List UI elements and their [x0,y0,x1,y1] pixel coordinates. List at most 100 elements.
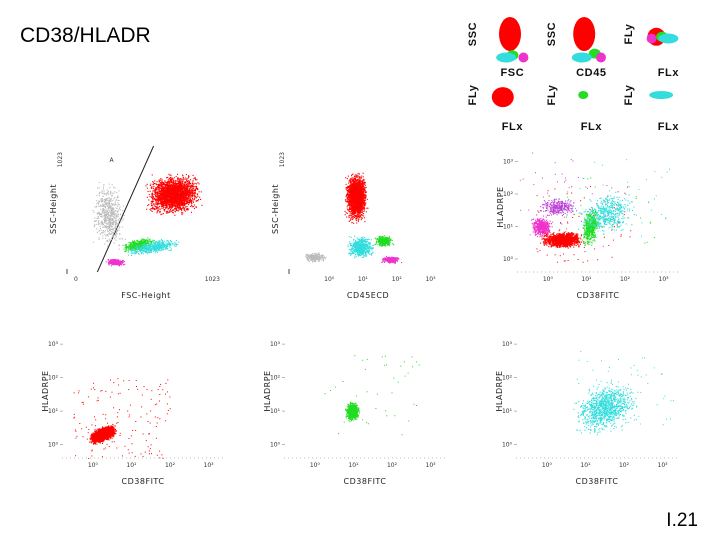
population-blob-red [573,17,596,51]
y-axis-label: SSC-Height [271,184,280,234]
x-tick-label: 10⁰ [542,462,553,469]
mini-plot-fly-flx-green: FLy FLx [545,70,617,134]
x-tick-label: 10⁰ [543,276,554,283]
mini-ylabel: FLy [623,23,635,44]
population-cyan [347,235,374,259]
x-axis-label: CD45ECD [347,291,389,300]
population-blob-cyan [658,33,679,44]
mini-ylabel: SSC [546,22,558,46]
population-green [374,235,395,247]
mini-plot-ssc-cd45-svg: SSC CD45 [546,17,606,79]
y-axis-label: HLADRPE [41,370,50,411]
mini-plot-fly-flx-green-svg: FLy FLx [546,84,603,133]
x-tick-label: 10² [387,462,398,469]
axes: 10⁰ 10¹ 10² 10³ 10⁰ 10¹ 10² 10³ [270,341,446,469]
axes: 0 1023 1023 [57,152,220,283]
y-tick-label: 10⁰ [502,442,513,449]
plot-hladr-cd38-green-svg: 10⁰ 10¹ 10² 10³ 10⁰ 10¹ 10² 10³ CD38FITC HLADRPE [263,341,446,486]
y-axis-label: HLADRPE [263,370,272,411]
y-tick-label: 10⁰ [48,442,59,449]
x-tick-label: 10¹ [126,462,137,469]
plot-hladr-cd38-all-svg: 10⁰ 10¹ 10² 10³ 10⁰ 10¹ 10² 10³ CD38FITC HLADRPE [496,152,679,300]
x-tick-label: 0 [74,276,78,283]
mini-ylabel: FLy [467,84,479,105]
mini-xlabel: FSC [500,67,524,79]
mini-plot-fly-flx-svg: FLy FLx [623,23,680,79]
x-tick-label: 10⁰ [88,462,99,469]
mini-plot-fly-flx-cyan-svg: FLy FLx [623,84,680,133]
plot-ssc-cd45: 10⁰ 10¹ 10² 10³ 1023 CD45ECD SSC-Height [270,142,450,302]
population-red [73,378,171,459]
y-axis-label: SSC-Height [49,184,58,234]
axes: 10⁰ 10¹ 10² 10³ 10⁰ 10¹ 10² 10³ [48,341,224,469]
population-blob-cyan [496,52,517,63]
population-magenta [519,173,608,247]
x-axis-label: CD38FITC [344,477,387,486]
x-tick-label: 10³ [659,276,670,283]
population-red [344,172,369,224]
population-blob-cyan [649,91,674,99]
axes: 10⁰ 10¹ 10² 10³ 1023 [279,152,436,283]
y-tick-label: 10³ [503,159,514,166]
population-green [324,355,420,436]
population-cyan [574,159,670,238]
x-tick-label: 10¹ [580,462,591,469]
population-green [122,237,157,253]
mini-xlabel: FLx [658,67,680,79]
population-blob-red [491,87,514,108]
population-cyan [573,350,674,436]
population-blob-cyan [571,52,592,63]
population-cyan [127,238,180,257]
mini-xlabel: FLx [658,121,680,133]
y-tick-label: 10² [502,375,513,382]
population-blob-red [499,17,521,51]
gate-label: A [110,157,115,164]
plot-ssc-fsc: 0 1023 1023 FSC-Height SSC-Height A [48,142,228,302]
mini-plot-fly-flx: FLy FLx [622,2,694,80]
population-gray [305,252,327,263]
x-tick-label: 10³ [425,276,436,283]
x-axis-label: CD38FITC [122,477,165,486]
x-tick-label: 10¹ [348,462,359,469]
x-tick-label: 10² [620,276,631,283]
x-tick-label: 10² [392,276,403,283]
y-tick-label: 1023 [57,152,64,167]
plot-hladr-cd38-cyan-svg: 10⁰ 10¹ 10² 10³ 10⁰ 10¹ 10² 10³ CD38FITC HLADRPE [495,341,678,486]
mini-xlabel: FLx [581,121,603,133]
population-gray [92,181,126,250]
mini-plot-ssc-fsc: SSC FSC [466,2,538,80]
mini-plot-fly-flx-cyan: FLy FLx [622,70,694,134]
y-tick-label: 1023 [279,152,286,167]
x-tick-label: 10¹ [581,276,592,283]
axes: 10⁰ 10¹ 10² 10³ 10⁰ 10¹ 10² 10³ [503,159,679,283]
y-tick-label: 10³ [502,341,513,348]
y-tick-label: 10⁰ [503,256,514,263]
y-tick-label: 10² [48,375,59,382]
y-tick-label: 10² [270,375,281,382]
mini-ylabel: FLy [623,84,635,105]
mini-plot-ssc-cd45: SSC CD45 [545,2,617,80]
y-axis-label: HLADRPE [495,370,504,411]
y-axis-label: HLADRPE [496,186,505,227]
x-tick-label: 10⁰ [324,276,335,283]
plot-hladr-cd38-cyan: 10⁰ 10¹ 10² 10³ 10⁰ 10¹ 10² 10³ CD38FITC HLADRPE [494,320,684,488]
x-tick-label: 10² [619,462,630,469]
y-tick-label: 10² [503,191,514,198]
mini-plot-ssc-fsc-svg: SSC FSC [467,17,529,79]
population-blob-magenta [596,52,606,63]
x-axis-label: CD38FITC [576,477,619,486]
plot-hladr-cd38-red-svg: 10⁰ 10¹ 10² 10³ 10⁰ 10¹ 10² 10³ CD38FITC HLADRPE [41,341,224,486]
population-purple [531,152,619,225]
y-tick-label: 10³ [48,341,59,348]
plot-ssc-cd45-svg: 10⁰ 10¹ 10² 10³ 1023 CD45ECD SSC-Height [271,152,436,300]
gate-line [96,145,155,273]
y-tick-label: 10¹ [270,408,281,415]
slide-number: I.21 [666,510,698,531]
mini-plot-fly-flx-red: FLy FLx [466,70,538,134]
mini-ylabel: FLy [546,84,558,105]
population-magenta [381,256,403,264]
x-tick-label: 10¹ [358,276,369,283]
mini-plot-fly-flx-red-svg: FLy FLx [467,84,523,133]
plot-hladr-cd38-all: 10⁰ 10¹ 10² 10³ 10⁰ 10¹ 10² 10³ CD38FITC HLADRPE [495,138,685,302]
population-blob-magenta [518,52,529,63]
